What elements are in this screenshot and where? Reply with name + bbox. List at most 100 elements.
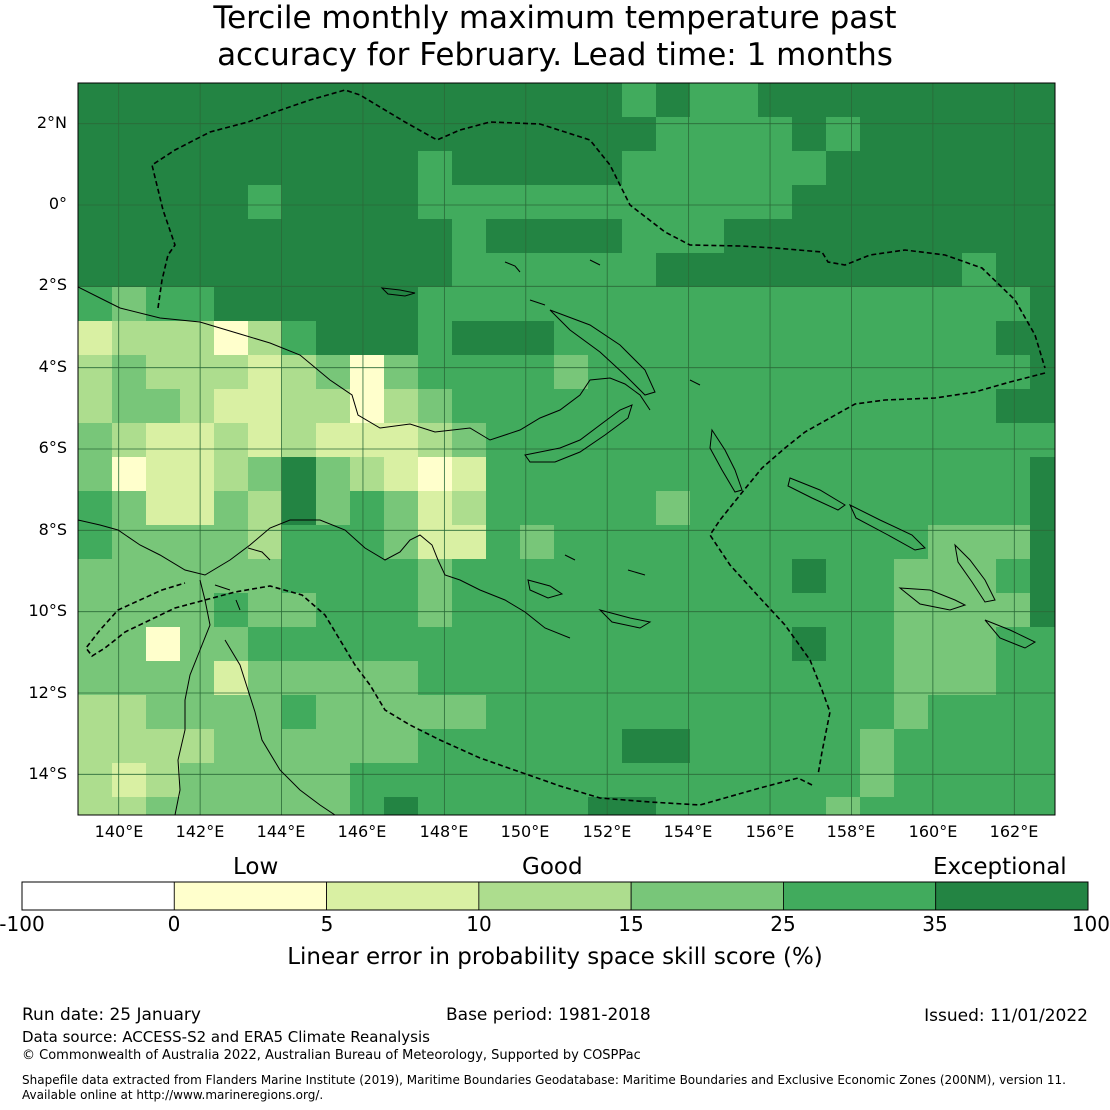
- skill-cell: [996, 593, 1030, 627]
- australia-east-coast: [224, 639, 336, 815]
- skill-cell: [758, 797, 792, 815]
- colorbar-tick-25: 25: [770, 912, 796, 936]
- skill-cell: [860, 355, 894, 389]
- skill-cell: [180, 389, 214, 423]
- skill-cell: [996, 423, 1030, 457]
- skill-cell: [554, 627, 588, 661]
- skill-cell: [656, 287, 690, 321]
- skill-cell: [792, 287, 826, 321]
- colorbar-bin: [935, 881, 1089, 911]
- skill-cell: [384, 763, 418, 797]
- skill-cell: [656, 457, 690, 491]
- colorbar-tick-35: 35: [922, 912, 948, 936]
- skill-cell: [282, 661, 316, 695]
- skill-cell: [350, 559, 384, 593]
- skill-cell: [792, 355, 826, 389]
- skill-cell: [180, 491, 214, 525]
- skill-cell: [282, 355, 316, 389]
- skill-cell: [554, 729, 588, 763]
- skill-cell: [860, 729, 894, 763]
- skill-cell: [928, 593, 962, 627]
- skill-cell: [656, 559, 690, 593]
- skill-cell: [622, 253, 656, 287]
- skill-cell: [622, 491, 656, 525]
- skill-cell: [180, 457, 214, 491]
- skill-cell: [452, 389, 486, 423]
- skill-cell: [656, 695, 690, 729]
- skill-cell: [860, 389, 894, 423]
- skill-cell: [996, 763, 1030, 797]
- skill-cell: [112, 287, 146, 321]
- skill-cell: [962, 627, 996, 661]
- eez-boundary-east: [709, 372, 1046, 776]
- skill-cell: [928, 627, 962, 661]
- skill-cell: [860, 593, 894, 627]
- skill-cell: [724, 491, 758, 525]
- skill-cell: [78, 321, 112, 355]
- skill-cell: [214, 491, 248, 525]
- skill-cell: [180, 321, 214, 355]
- skill-cell: [826, 287, 860, 321]
- skill-cell: [350, 355, 384, 389]
- skill-cell: [860, 661, 894, 695]
- colorbar-category-good: Good: [522, 854, 583, 880]
- eez-boundary-south: [84, 582, 813, 806]
- skill-cell: [452, 661, 486, 695]
- skill-cell: [724, 763, 758, 797]
- skill-cell: [860, 287, 894, 321]
- skill-cell: [622, 661, 656, 695]
- skill-cell: [962, 593, 996, 627]
- skill-cell: [452, 355, 486, 389]
- skill-cell: [996, 355, 1030, 389]
- skill-cell: [214, 661, 248, 695]
- torres-strait-islands: [214, 547, 271, 611]
- skill-cell: [758, 763, 792, 797]
- skill-cell: [792, 797, 826, 815]
- skill-cell: [112, 661, 146, 695]
- skill-cell: [690, 151, 724, 185]
- skill-cell: [690, 355, 724, 389]
- coastlines: [78, 259, 1037, 815]
- colorbar-category-low: Low: [233, 854, 279, 880]
- skill-cell: [282, 593, 316, 627]
- skill-cell: [248, 763, 282, 797]
- skill-cell: [928, 355, 962, 389]
- skill-cell: [758, 321, 792, 355]
- skill-cell: [486, 559, 520, 593]
- skill-cell: [384, 491, 418, 525]
- skill-cell: [520, 287, 554, 321]
- skill-cell: [418, 491, 452, 525]
- skill-cell: [520, 797, 554, 815]
- skill-cell: [622, 423, 656, 457]
- colorbar-tick-5: 5: [320, 912, 334, 936]
- skill-cell: [180, 559, 214, 593]
- solomon-islands-malaita: [954, 543, 996, 603]
- skill-cell: [962, 661, 996, 695]
- skill-cell: [758, 389, 792, 423]
- new-ireland: [549, 309, 656, 396]
- skill-cell: [554, 423, 588, 457]
- lon-label-140e: 140°E: [94, 822, 144, 841]
- skill-cell: [588, 423, 622, 457]
- skill-cell: [928, 661, 962, 695]
- skill-cell: [690, 661, 724, 695]
- skill-cell: [282, 491, 316, 525]
- colorbar-tick-0: 0: [167, 912, 181, 936]
- skill-cell: [690, 117, 724, 151]
- skill-cell: [894, 797, 928, 815]
- skill-cell: [826, 423, 860, 457]
- skill-cell: [78, 695, 112, 729]
- skill-cell: [112, 423, 146, 457]
- skill-cell: [690, 559, 724, 593]
- skill-cell: [690, 763, 724, 797]
- skill-cell: [418, 627, 452, 661]
- skill-cell: [384, 695, 418, 729]
- skill-cell: [282, 457, 316, 491]
- skill-cell: [724, 797, 758, 815]
- skill-cell: [452, 797, 486, 815]
- colorbar-tick-10: 10: [466, 912, 492, 936]
- skill-cell: [180, 355, 214, 389]
- skill-cell: [146, 389, 180, 423]
- skill-cell: [894, 695, 928, 729]
- skill-cell: [486, 355, 520, 389]
